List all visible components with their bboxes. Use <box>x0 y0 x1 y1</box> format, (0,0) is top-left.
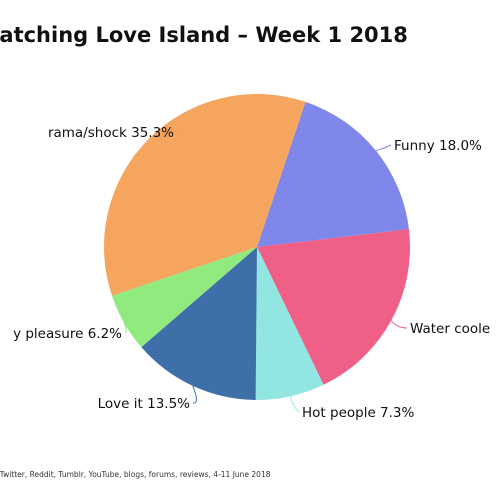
slice-labels: Funny 18.0% Water coole Hot people 7.3% Lov… <box>13 125 490 421</box>
pie-slice <box>111 247 257 348</box>
slice-label: Hot people 7.3% <box>302 405 415 421</box>
label-connector <box>390 320 408 329</box>
chart-title: watching Love Island – Week 1 2018 <box>0 23 408 47</box>
pie-slice <box>103 94 306 296</box>
label-connector <box>375 144 392 152</box>
slice-label: y pleasure 6.2% <box>13 326 122 342</box>
pie-slice <box>141 247 257 400</box>
pie-slice <box>255 247 324 400</box>
pie-slice <box>257 101 409 247</box>
slice-label: Love it 13.5% <box>98 396 191 412</box>
slice-label: Funny 18.0% <box>394 138 482 154</box>
pie-slices <box>103 94 411 400</box>
pie-slice <box>257 229 411 385</box>
label-connector <box>289 396 300 413</box>
label-connector <box>192 385 197 404</box>
label-connectors <box>123 131 408 413</box>
chart-source-note: on Twitter, Reddit, Tumblr, YouTube, blo… <box>0 470 271 479</box>
slice-label: rama/shock 35.3% <box>48 125 174 141</box>
label-connector <box>148 131 179 140</box>
label-connector <box>123 322 127 334</box>
slice-label: Water coole <box>410 321 490 337</box>
